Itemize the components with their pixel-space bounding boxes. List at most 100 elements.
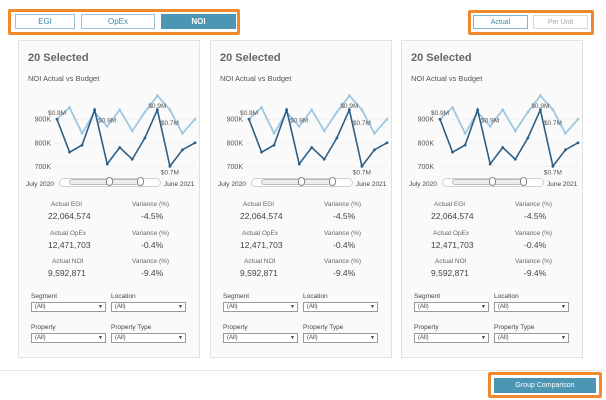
budget-point [463,131,467,135]
kpi-egi-variance: -4.5% [333,211,356,221]
property-select[interactable]: (All) ▼ [414,333,489,343]
date-start: July 2020 [218,181,246,188]
kpi-egi-label: Actual EGI [243,201,275,208]
property-type-select[interactable]: (All) ▼ [303,333,378,343]
actual-point [335,136,339,140]
budget-point [193,117,197,121]
chart-title: NOI Actual vs Budget [220,74,292,83]
actual-point [285,108,289,112]
property-type-value: (All) [115,335,126,341]
actual-point [526,136,530,140]
group-comparison-button[interactable]: Group Comparison [494,378,596,393]
date-start: July 2020 [26,181,54,188]
actual-point [476,108,480,112]
actual-point [501,146,505,149]
property-type-label: Property Type [111,324,152,331]
actual-point [247,117,251,121]
budget-point [335,110,339,114]
actual-point [310,146,314,149]
actual-point [488,162,492,166]
data-label: $1.0M [531,87,549,88]
tab-egi[interactable]: EGI [15,14,75,29]
kpi-egi-value: 22,064,574 [240,211,283,221]
location-select[interactable]: (All) ▼ [303,302,378,312]
actual-point [564,148,567,152]
location-select[interactable]: (All) ▼ [111,302,186,312]
property-select[interactable]: (All) ▼ [31,333,106,343]
location-select[interactable]: (All) ▼ [494,302,569,312]
budget-noi-line [56,94,196,136]
kpi-noi-variance: -9.4% [524,268,547,278]
kpi-noi-variance-label: Variance (%) [132,258,170,265]
data-label: $0.7M [353,120,371,127]
property-value: (All) [35,335,46,341]
kpi-noi-value: 9,592,871 [240,268,278,278]
metric-tabs: EGI OpEx NOI [15,14,236,29]
actual-point [513,157,517,161]
kpi-noi-label: Actual NOI [244,258,276,265]
y-tick-label: 900K [227,117,244,124]
slider-range [261,179,331,185]
data-label: $0.7M [161,169,179,176]
data-label: $0.9M [148,103,166,110]
y-tick-label: 800K [35,140,52,147]
actual-point [68,150,71,154]
actual-point [297,162,301,166]
tab-noi[interactable]: NOI [161,14,236,29]
comparison-panel: 20 Selected NOI Actual vs Budget 700K 800… [401,40,583,358]
data-label: $0.9M [240,110,258,117]
location-label: Location [494,293,519,300]
budget-point [260,106,263,109]
kpi-opex-variance: -0.4% [333,240,356,250]
per-unit-button[interactable]: Per Unit [533,15,588,29]
segment-select[interactable]: (All) ▼ [414,302,489,312]
property-type-label: Property Type [494,324,535,331]
comparison-panel: 20 Selected NOI Actual vs Budget 700K 800… [18,40,200,358]
slider-handle-start[interactable] [489,177,496,186]
chevron-down-icon: ▼ [290,335,295,341]
actual-button[interactable]: Actual [473,15,528,29]
segment-select[interactable]: (All) ▼ [31,302,106,312]
chevron-down-icon: ▼ [178,335,183,341]
y-tick-label: 800K [418,140,435,147]
data-label: $0.9M [531,103,549,110]
slider-range [69,179,139,185]
y-tick-label: 700K [227,164,244,171]
slider-handle-end[interactable] [137,177,144,186]
chevron-down-icon: ▼ [561,335,566,341]
kpi-egi-label: Actual EGI [51,201,83,208]
kpi-egi-variance-label: Variance (%) [324,201,362,208]
kpi-opex-variance: -0.4% [524,240,547,250]
kpi-egi-variance: -4.5% [524,211,547,221]
slider-handle-end[interactable] [329,177,336,186]
budget-point [68,106,71,109]
kpi-opex-variance-label: Variance (%) [324,230,362,237]
location-value: (All) [498,304,509,310]
segment-select[interactable]: (All) ▼ [223,302,298,312]
budget-point [80,131,84,135]
slider-handle-end[interactable] [520,177,527,186]
kpi-opex-value: 12,471,703 [240,240,283,250]
segment-value: (All) [35,304,46,310]
date-end: June 2021 [164,181,195,188]
property-type-select[interactable]: (All) ▼ [111,333,186,343]
y-tick-label: 700K [418,164,435,171]
chevron-down-icon: ▼ [370,335,375,341]
segment-label: Segment [223,293,250,300]
y-tick-label: 900K [35,117,52,124]
actual-point [538,108,542,112]
property-select[interactable]: (All) ▼ [223,333,298,343]
data-label: $0.7M [161,120,179,127]
budget-point [538,94,542,98]
tab-opex[interactable]: OpEx [81,14,155,29]
slider-handle-start[interactable] [106,177,113,186]
actual-point [438,117,442,121]
slider-handle-start[interactable] [298,177,305,186]
property-type-select[interactable]: (All) ▼ [494,333,569,343]
noi-line-chart: 700K800K900K$0.9M$0.9M$1.0M$0.9M$0.7M$0.… [227,87,389,176]
data-label: $0.7M [544,120,562,127]
date-start: July 2020 [409,181,437,188]
budget-point [385,117,389,121]
actual-point [181,148,184,152]
actual-point [55,117,59,121]
